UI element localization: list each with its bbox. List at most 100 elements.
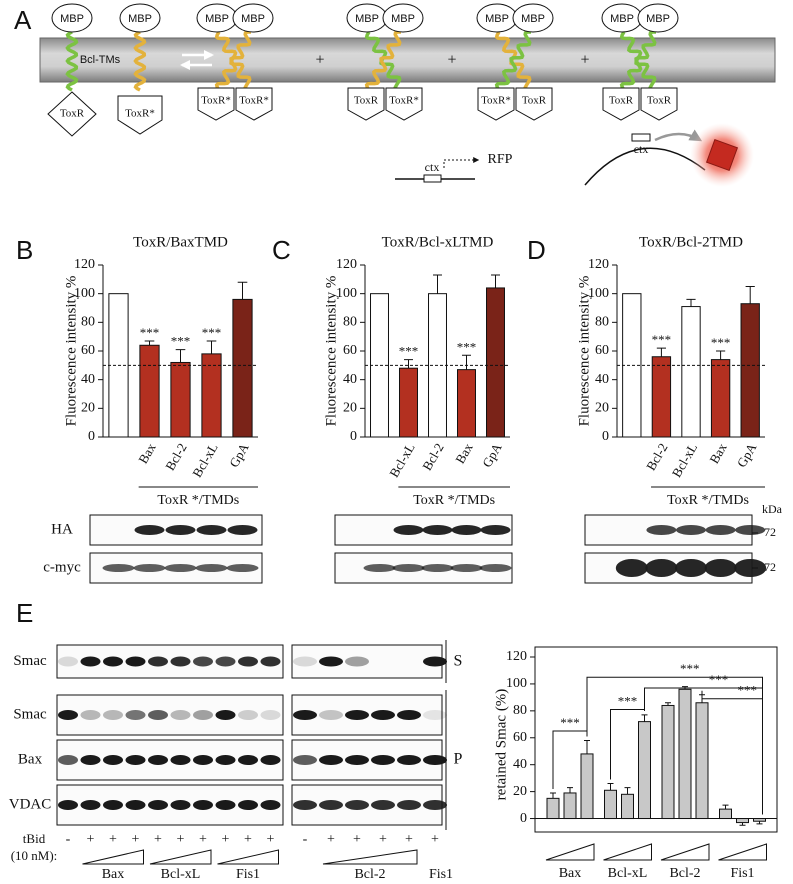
blot-band xyxy=(705,525,736,535)
y-tick-label: 0 xyxy=(602,429,609,444)
toxr-domain xyxy=(385,87,423,121)
membrane xyxy=(39,37,776,83)
blot-band xyxy=(125,800,146,810)
lane-sign: + xyxy=(379,832,387,847)
mbp-domain xyxy=(637,3,679,33)
significance: *** xyxy=(457,339,477,354)
y-tick-label: 40 xyxy=(513,757,527,772)
blot-band xyxy=(646,525,677,535)
lane-sign: + xyxy=(327,832,335,847)
blot-band xyxy=(319,656,343,667)
y-tick-label: 20 xyxy=(513,784,527,799)
plus-sign: + xyxy=(580,52,589,69)
y-tick-label: 0 xyxy=(350,429,357,444)
blot-band xyxy=(170,710,191,720)
significance: *** xyxy=(680,661,700,676)
panel-label: D xyxy=(527,235,546,265)
concentration-wedge xyxy=(603,843,652,861)
blot-band xyxy=(675,559,707,577)
toxr-label: ToxR* xyxy=(201,95,231,107)
toxr-domain xyxy=(235,87,273,121)
blot-band xyxy=(102,564,135,572)
group-label: Bcl-xL xyxy=(608,866,648,881)
significance: *** xyxy=(711,335,731,350)
blot-band xyxy=(134,525,165,535)
x-tick-label: Bcl-2 xyxy=(643,440,670,473)
concentration-wedge xyxy=(149,849,212,865)
blot-band xyxy=(397,800,421,810)
bar xyxy=(740,303,760,438)
tm-helix xyxy=(214,30,252,91)
blot-band xyxy=(319,755,343,765)
blot-band xyxy=(260,800,281,810)
blot-band xyxy=(196,525,227,535)
lane-sign: + xyxy=(222,832,230,847)
error-bar xyxy=(237,281,248,300)
y-tick-label: 120 xyxy=(588,257,609,272)
bar xyxy=(170,361,191,438)
lane-sign: + xyxy=(87,832,95,847)
toxr-domain xyxy=(117,95,163,135)
rfp-protein xyxy=(705,138,739,172)
blot-band xyxy=(645,559,678,577)
toxr-domain xyxy=(640,87,678,121)
tm-helix xyxy=(619,30,657,91)
y-tick-label: 100 xyxy=(336,286,357,301)
y-tick-label: 100 xyxy=(506,676,527,691)
x-tick-label: Bcl-xL xyxy=(386,440,417,479)
error-bar xyxy=(722,804,729,810)
y-tick-label: 120 xyxy=(336,257,357,272)
blot-band xyxy=(215,710,236,720)
bar xyxy=(604,789,617,820)
error-bar xyxy=(716,350,726,360)
significance: *** xyxy=(652,332,672,347)
blot-band xyxy=(260,755,281,765)
ctx-label: ctx xyxy=(634,142,649,156)
bar xyxy=(232,298,253,438)
group-label: Bax xyxy=(559,866,582,881)
lane-sign: + xyxy=(132,832,140,847)
gel-row-label: VDAC xyxy=(9,796,52,812)
blot-band xyxy=(397,755,421,765)
toxr-label: ToxR xyxy=(647,95,672,107)
mbp-label: MBP xyxy=(391,13,415,25)
error-bar xyxy=(550,792,556,799)
blot-band xyxy=(319,800,343,810)
blot-band xyxy=(193,656,213,667)
x-tick-label: Bax xyxy=(452,440,476,466)
panel-label: A xyxy=(14,5,32,35)
plot-frame xyxy=(534,646,778,833)
gel-row-label: Smac xyxy=(13,706,47,722)
y-tick-label: 0 xyxy=(520,811,527,826)
blot-band xyxy=(193,800,213,810)
blot-band xyxy=(103,710,123,720)
significance: *** xyxy=(618,693,638,708)
blot-band xyxy=(125,755,146,765)
bar xyxy=(621,793,634,820)
bar xyxy=(139,344,160,438)
error-bar xyxy=(665,702,671,706)
x-tick-label: Bcl-xL xyxy=(669,440,700,479)
lane-sign: + xyxy=(267,832,275,847)
bar xyxy=(638,721,651,820)
bar xyxy=(710,359,731,438)
error-bar xyxy=(175,349,186,363)
fraction-label: S xyxy=(454,653,463,670)
blot-band xyxy=(345,755,369,765)
blot-band xyxy=(125,710,146,720)
blot-band xyxy=(170,656,191,667)
blot-row-label: HA xyxy=(51,521,73,537)
blot-band xyxy=(164,564,197,572)
size-marker: 72 xyxy=(764,525,776,539)
y-tick-label: 0 xyxy=(88,429,95,444)
x-tick-label: GpA xyxy=(734,440,760,470)
blot-band xyxy=(363,564,396,572)
blot-band xyxy=(125,656,146,667)
gel-group-label: Bcl-xL xyxy=(161,867,201,882)
mbp-domain xyxy=(512,3,554,33)
mbp-label: MBP xyxy=(60,13,84,25)
y-axis-label: Fluorescence intensity % xyxy=(323,276,339,427)
mbp-label: MBP xyxy=(646,13,670,25)
y-tick-label: 60 xyxy=(513,730,527,745)
concentration-wedge xyxy=(545,843,595,861)
